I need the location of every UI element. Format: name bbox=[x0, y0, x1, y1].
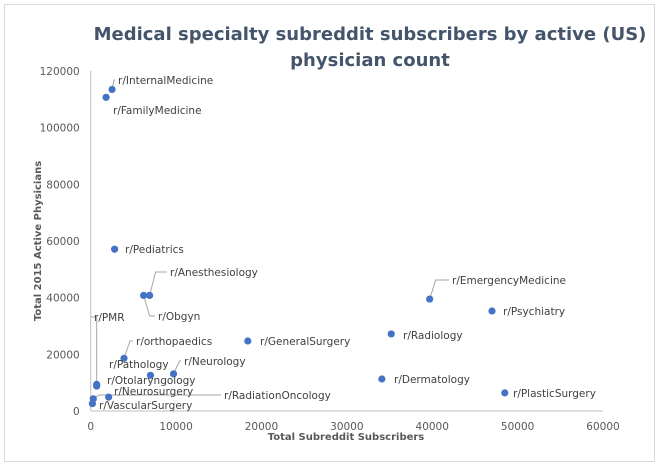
label-leader-line bbox=[173, 360, 181, 375]
label-leader-line bbox=[123, 340, 133, 359]
data-label: r/Psychiatry bbox=[503, 306, 565, 318]
data-label: r/EmergencyMedicine bbox=[452, 275, 566, 287]
data-label: r/orthopaedics bbox=[136, 336, 212, 348]
data-label: r/Radiology bbox=[403, 330, 463, 342]
data-label: r/PlasticSurgery bbox=[513, 388, 596, 400]
x-tick-label: 50000 bbox=[501, 421, 534, 433]
data-point bbox=[108, 85, 116, 94]
x-tick-label: 60000 bbox=[586, 421, 619, 433]
data-point bbox=[501, 389, 509, 397]
data-point bbox=[426, 295, 434, 303]
x-axis-label: Total Subreddit Subscribers bbox=[268, 432, 425, 443]
data-point bbox=[102, 93, 110, 101]
x-tick-label: 40000 bbox=[416, 421, 449, 433]
chart-title-line-2: physician count bbox=[290, 50, 450, 71]
data-point bbox=[140, 291, 148, 299]
data-point bbox=[120, 354, 128, 362]
data-label: r/VascularSurgery bbox=[99, 400, 192, 412]
data-point bbox=[169, 370, 178, 378]
y-tick-label: 60000 bbox=[46, 236, 79, 248]
data-label: r/PMR bbox=[94, 312, 125, 324]
y-tick-label: 0 bbox=[73, 406, 80, 418]
x-tick-label: 10000 bbox=[159, 421, 192, 433]
data-point bbox=[111, 245, 119, 253]
y-axis-label: Total 2015 Active Physicians bbox=[33, 161, 44, 321]
x-tick-label: 0 bbox=[87, 421, 94, 433]
y-tick-label: 40000 bbox=[46, 293, 79, 305]
data-point bbox=[146, 371, 155, 379]
label-leader-line bbox=[149, 271, 167, 296]
data-label: r/Dermatology bbox=[394, 374, 470, 386]
label-leader-line bbox=[429, 279, 449, 300]
y-tick-label: 80000 bbox=[46, 179, 79, 191]
data-point bbox=[488, 307, 496, 315]
x-tick-label: 20000 bbox=[245, 421, 278, 433]
chart-frame bbox=[4, 4, 655, 462]
data-point bbox=[387, 330, 395, 338]
data-point bbox=[146, 291, 154, 299]
y-tick-label: 120000 bbox=[40, 66, 80, 78]
data-point bbox=[105, 393, 113, 401]
data-label: r/Otolaryngology bbox=[107, 375, 196, 387]
data-point bbox=[378, 375, 386, 383]
label-leader-line bbox=[91, 316, 98, 387]
label-leader-line bbox=[143, 295, 155, 317]
data-label: r/Obgyn bbox=[158, 311, 200, 323]
data-point bbox=[88, 400, 97, 408]
data-label: r/Pediatrics bbox=[125, 244, 184, 256]
chart-title-line-1: Medical specialty subreddit subscribers … bbox=[94, 24, 647, 45]
data-point bbox=[244, 337, 252, 345]
y-tick-label: 100000 bbox=[40, 123, 80, 135]
data-label: r/RadiationOncology bbox=[224, 390, 331, 402]
data-label: r/Neurology bbox=[184, 356, 246, 368]
data-label: r/Anesthesiology bbox=[170, 267, 258, 279]
data-label: r/InternalMedicine bbox=[118, 75, 213, 87]
data-label: r/FamilyMedicine bbox=[113, 105, 202, 117]
data-label: r/GeneralSurgery bbox=[260, 336, 350, 348]
data-point bbox=[93, 380, 101, 388]
data-label: r/Pathology bbox=[109, 359, 169, 371]
y-tick-label: 20000 bbox=[46, 349, 79, 361]
x-tick-label: 30000 bbox=[330, 421, 363, 433]
data-label: r/Neurosurgery bbox=[114, 386, 193, 398]
